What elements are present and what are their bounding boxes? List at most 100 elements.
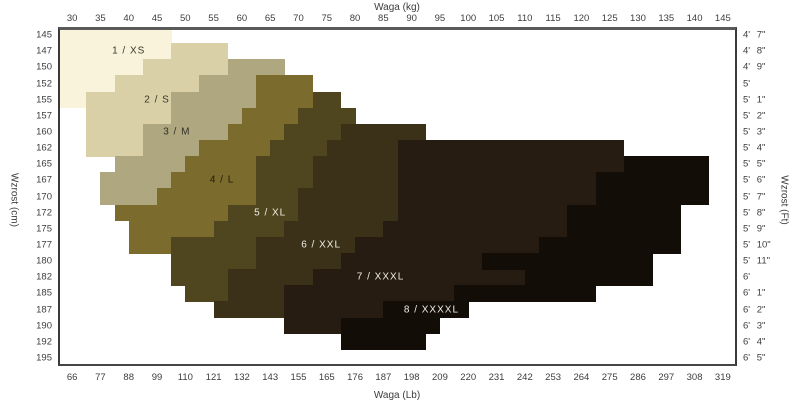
size-region-segment [256,91,314,109]
left-tick-label: 157 [36,110,52,122]
top-tick-label: 70 [293,13,304,24]
size-region-segment [171,269,229,286]
top-tick-label: 100 [460,13,477,24]
bottom-tick-label: 66 [66,372,78,383]
size-region-segment [538,236,681,254]
size-region-segment [58,43,172,60]
size-region-segment [227,204,299,222]
left-tick-label: 162 [36,142,52,154]
bottom-tick-label: 99 [151,372,163,383]
size-region-segment [284,285,455,303]
right-tick-label: 5' 6" [743,174,766,186]
size-region-segment [270,140,328,157]
size-region-segment [227,285,285,303]
size-region-segment [397,188,597,206]
size-region-segment [100,172,172,190]
top-tick-label: 75 [321,13,333,24]
left-tick-label: 147 [36,45,52,57]
top-tick-label: 110 [517,13,533,24]
right-tick-label: 5' 1" [743,94,766,106]
left-tick-label: 145 [36,29,52,41]
top-tick-label: 80 [349,13,361,24]
size-region-segment [58,75,116,93]
size-region-segment [595,172,710,190]
top-tick-label: 115 [545,13,561,24]
size-region-segment [114,75,200,93]
top-tick-label: 130 [630,13,646,24]
size-region-segment [171,107,243,125]
size-label: 6 / XXL [301,239,342,251]
top-axis-title: Waga (kg) [374,2,420,13]
bottom-tick-label: 121 [205,372,222,383]
right-tick-label: 6' 3" [743,320,766,332]
size-region-segment [128,236,172,254]
size-region-segment [340,123,427,141]
size-region-segment [567,220,681,238]
bottom-tick-label: 209 [432,372,448,383]
left-tick-label: 187 [36,304,52,315]
right-tick-label: 5' 7" [743,191,766,202]
size-region-segment [114,156,186,173]
left-tick-label: 175 [36,223,52,235]
left-tick-label: 195 [36,352,52,364]
size-region-segment [312,269,526,286]
size-region-segment [86,123,144,141]
size-region-segment [256,75,314,93]
bottom-tick-label: 198 [403,372,420,383]
size-label: 5 / XL [254,207,287,219]
top-tick-label: 105 [488,13,505,24]
size-region-segment [284,301,384,319]
bottom-tick-label: 308 [686,372,703,383]
size-region-segment [326,140,398,157]
bottom-tick-label: 297 [658,372,675,383]
left-tick-label: 170 [36,191,52,202]
right-tick-label: 6' 2" [743,304,766,315]
size-region-segment [454,285,597,303]
right-tick-label: 5' 11" [743,255,770,267]
top-tick-label: 125 [601,13,618,24]
size-label: 2 / S [144,94,170,106]
bottom-tick-label: 253 [545,372,562,383]
left-axis-title: Wzrost (cm) [8,173,20,227]
size-region-segment [298,188,398,206]
size-region-segment [128,220,215,238]
bottom-tick-label: 176 [347,372,363,383]
right-tick-label: 5' [743,78,751,89]
left-tick-label: 152 [36,78,52,89]
right-tick-label: 4' 9" [743,61,766,73]
size-region-segment [227,269,314,286]
size-region-segment [171,172,257,190]
size-region-segment [58,59,144,77]
right-tick-label: 6' 5" [743,352,766,364]
size-region-segment [241,107,299,125]
bottom-tick-label: 231 [488,372,505,383]
right-tick-label: 5' 2" [743,110,766,122]
size-region-segment [340,317,441,335]
size-region-segment [397,156,625,173]
right-tick-label: 5' 9" [743,223,766,235]
size-region-segment [100,188,158,206]
bottom-tick-label: 187 [375,372,392,383]
bottom-tick-label: 264 [573,372,590,383]
bottom-tick-label: 88 [123,372,135,383]
size-label: 1 / XS [112,45,146,57]
bottom-tick-label: 275 [601,372,618,383]
size-region-segment [284,220,384,238]
size-region-segment [86,140,144,157]
size-region-segment [595,188,710,206]
top-tick-label: 140 [686,13,703,24]
left-tick-label: 185 [36,287,52,299]
bottom-tick-label: 242 [516,372,533,383]
right-tick-label: 5' 8" [743,207,766,219]
size-region-segment [227,123,285,141]
size-region-segment [256,156,314,173]
size-region-segment [213,220,285,238]
size-region-segment [171,253,257,270]
size-region-segment [567,204,681,222]
bottom-tick-label: 220 [460,372,477,383]
size-region-segment [623,156,710,173]
size-region-segment [256,236,356,254]
top-tick-label: 60 [236,13,248,24]
bottom-tick-label: 319 [714,372,731,383]
